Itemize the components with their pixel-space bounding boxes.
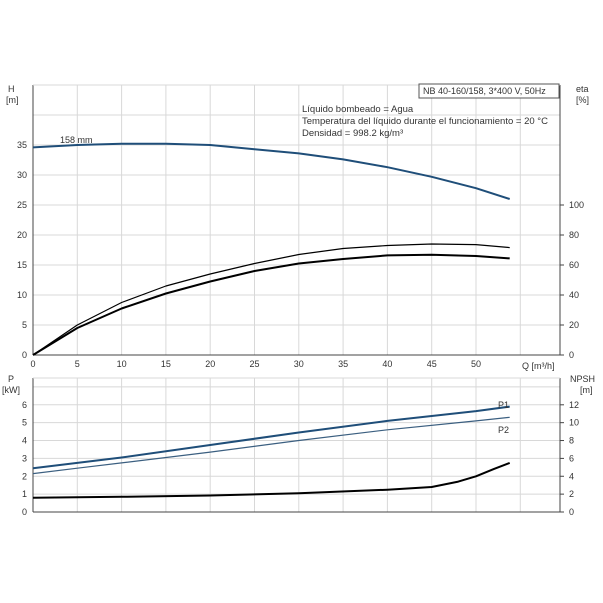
series-line-npsh [32,461,511,499]
y2-tick-label: 10 [569,418,579,428]
y2-axis-unit-npsh: [m] [580,385,593,395]
x-tick-label: 40 [382,359,392,369]
y2-tick-label: 80 [569,230,579,240]
series-line-h [32,142,511,200]
title-box [418,83,560,99]
y-axis-unit-h: [m] [6,95,19,105]
x-tick-label: 15 [161,359,171,369]
y-tick-label: 4 [22,436,27,446]
x-tick-label: 5 [75,359,80,369]
y-tick-label: 0 [22,507,27,517]
x-tick-label: 0 [30,359,35,369]
y2-axis-label-npsh: NPSH [570,374,595,384]
y-axis-unit-p: [kW] [2,385,20,395]
y-tick-label: 30 [17,170,27,180]
head-efficiency-plot: 0 5 10 15 20 25 30 35 0 20 40 60 80 100 0 5 10 15 20 25 30 35… [17,84,584,369]
annotation-temperature: Temperatura del líquido durante el funci… [302,116,548,127]
y-tick-label: 25 [17,200,27,210]
y-tick-label: 20 [17,230,27,240]
y-tick-label: 5 [22,418,27,428]
y-tick-label: 1 [22,489,27,499]
y-tick-label: 15 [17,260,27,270]
y2-tick-label: 6 [569,453,574,463]
y2-tick-label: 4 [569,471,574,481]
x-axis-label: Q [m³/h] [522,361,555,371]
y2-tick-label: 0 [569,507,574,517]
legend-p2: P2 [498,425,509,435]
x-tick-label: 30 [294,359,304,369]
impeller-diameter-label: 158 mm [60,135,93,145]
y-axis-label-p: P [8,374,14,384]
legend-p1: P1 [498,400,509,410]
x-tick-label: 50 [471,359,481,369]
y2-tick-label: 60 [569,260,579,270]
series-line-p1 [32,405,510,470]
x-tick-label: 35 [338,359,348,369]
y2-tick-label: 20 [569,320,579,330]
y-tick-label: 3 [22,453,27,463]
y-axis-label-h: H [8,84,15,94]
series-line-eta [32,243,510,356]
x-tick-label: 10 [117,359,127,369]
y-tick-label: 0 [22,350,27,360]
y2-tick-label: 8 [569,436,574,446]
y2-axis-unit-eta: [%] [576,95,589,105]
chart-title: NB 40-160/158, 3*400 V, 50Hz [423,86,546,96]
y-tick-label: 35 [17,140,27,150]
y-tick-label: 6 [22,400,27,410]
y-tick-label: 10 [17,290,27,300]
x-tick-label: 45 [427,359,437,369]
y2-tick-label: 40 [569,290,579,300]
series-line-eta-total [32,253,510,356]
y2-axis-label-eta: eta [576,84,589,94]
y-tick-label: 2 [22,471,27,481]
y-tick-label: 5 [22,320,27,330]
annotation-liquid: Líquido bombeado = Agua [302,104,414,115]
x-tick-label: 25 [249,359,259,369]
x-tick-label: 20 [205,359,215,369]
y2-tick-label: 100 [569,200,584,210]
y2-tick-label: 12 [569,400,579,410]
y2-tick-label: 2 [569,489,574,499]
annotation-density: Densidad = 998.2 kg/m³ [302,128,403,139]
series-line-p2 [32,416,510,475]
y2-tick-label: 0 [569,350,574,360]
